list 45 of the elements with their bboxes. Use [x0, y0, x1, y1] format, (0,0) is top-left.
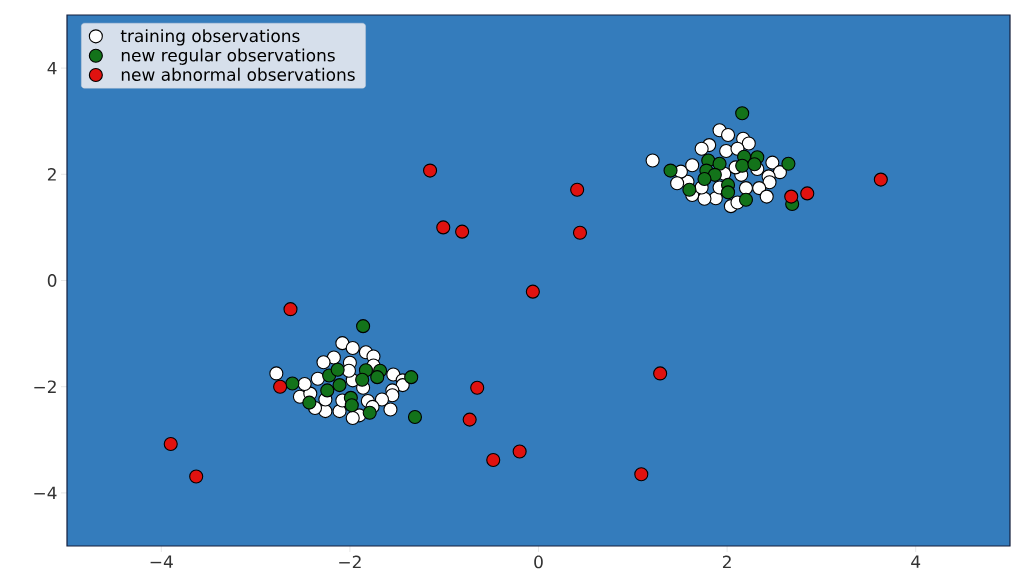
x-tick-label: −2 [339, 555, 361, 569]
point [634, 467, 649, 482]
point [273, 379, 288, 394]
point [572, 225, 588, 240]
legend-label: training observations [120, 29, 300, 46]
point [332, 378, 347, 393]
point [784, 189, 799, 204]
point [356, 319, 371, 334]
point [344, 398, 359, 413]
x-tick-label: 0 [534, 555, 543, 569]
point [404, 370, 419, 385]
point [285, 376, 300, 391]
point [370, 370, 385, 385]
point [283, 302, 298, 317]
y-tick-label: 2 [47, 168, 56, 181]
point [470, 380, 485, 395]
point [735, 106, 750, 121]
y-tick-label: 4 [47, 61, 57, 75]
point [721, 185, 736, 200]
point [512, 444, 527, 459]
point [423, 163, 438, 178]
point [455, 224, 470, 239]
x-tick-label: 4 [911, 555, 921, 568]
point [407, 409, 423, 425]
point [800, 186, 815, 201]
point [525, 284, 540, 299]
legend-label: new regular observations [121, 48, 335, 65]
point [486, 452, 501, 468]
point [163, 437, 178, 452]
point [653, 366, 668, 381]
point [873, 172, 888, 187]
y-tick-label: 0 [47, 274, 57, 287]
x-tick-label: −4 [150, 555, 173, 568]
x-tick-label: 2 [722, 555, 731, 569]
point [436, 220, 451, 235]
point [682, 182, 697, 197]
point [781, 156, 796, 171]
y-tick-label: −4 [34, 486, 57, 500]
point [189, 469, 204, 484]
point [712, 156, 727, 171]
point [462, 412, 477, 427]
y-tick-label: −2 [34, 380, 56, 393]
point [330, 362, 345, 377]
legend-label: new abnormal observations [121, 67, 355, 81]
point [570, 182, 585, 197]
